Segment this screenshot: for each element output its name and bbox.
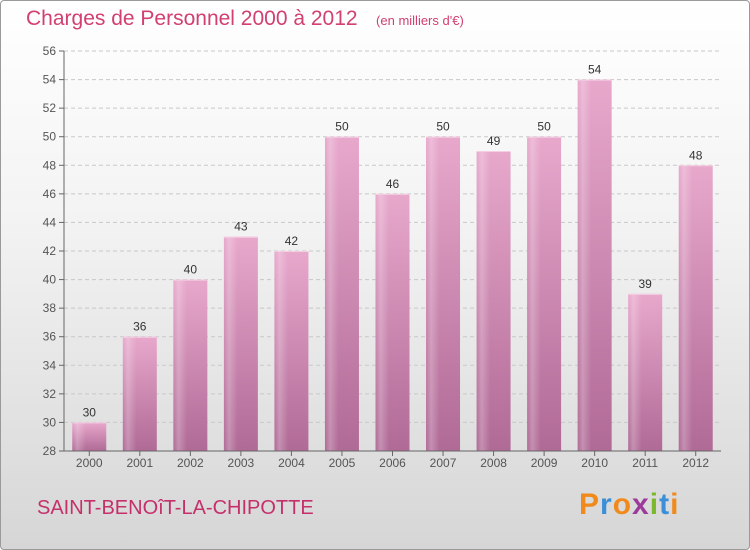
logo-letter: i bbox=[670, 488, 680, 521]
x-tick-label: 2002 bbox=[177, 456, 204, 470]
logo-letter: i bbox=[649, 488, 660, 521]
logo-letter: x bbox=[632, 488, 650, 521]
y-tick-label: 50 bbox=[43, 130, 57, 144]
proxiti-logo: Proxiti bbox=[579, 488, 679, 522]
x-tick-label: 2003 bbox=[228, 456, 255, 470]
axes: 28 30 32 34 36 38 40 42 44 46 48 50 52 54 56 bbox=[43, 44, 721, 458]
bar-highlight bbox=[173, 279, 208, 451]
y-tick-label: 30 bbox=[43, 415, 57, 429]
title-row: Charges de Personnel 2000 à 2012 (en mil… bbox=[26, 7, 464, 31]
y-tick-label: 52 bbox=[43, 101, 57, 115]
bar-highlight bbox=[527, 136, 562, 451]
y-tick-label: 38 bbox=[43, 301, 57, 315]
bar-highlight bbox=[678, 165, 713, 452]
bar-value-label: 40 bbox=[184, 263, 198, 277]
bar-highlight bbox=[274, 251, 309, 451]
x-tick-label: 2008 bbox=[480, 456, 507, 470]
bar-value-label: 50 bbox=[335, 120, 349, 134]
y-tick-label: 44 bbox=[43, 215, 57, 229]
bar-highlight bbox=[122, 336, 157, 451]
logo-letter: r bbox=[600, 488, 613, 521]
bar-highlight bbox=[223, 236, 258, 451]
bar-value-label: 43 bbox=[234, 220, 248, 234]
y-tick-label: 54 bbox=[43, 73, 57, 87]
bar-highlight bbox=[577, 79, 612, 452]
x-tick-label: 2009 bbox=[531, 456, 558, 470]
y-tick-label: 32 bbox=[43, 387, 57, 401]
x-tick-label: 2011 bbox=[632, 456, 658, 470]
bar-value-label: 39 bbox=[639, 277, 653, 291]
bar-value-label: 30 bbox=[83, 405, 97, 419]
bar-highlight bbox=[628, 293, 663, 451]
logo-letter: t bbox=[659, 488, 671, 521]
bar-highlight bbox=[426, 136, 461, 451]
chart-title: Charges de Personnel 2000 à 2012 bbox=[26, 7, 358, 30]
bar-value-label: 46 bbox=[386, 177, 400, 191]
y-tick-label: 56 bbox=[43, 44, 57, 58]
x-tick-label: 2007 bbox=[430, 456, 457, 470]
bar-value-label: 42 bbox=[285, 234, 299, 248]
logo-letter: P bbox=[579, 488, 601, 521]
bar-value-label: 49 bbox=[487, 134, 501, 148]
bar-highlight bbox=[324, 136, 359, 451]
y-tick-label: 48 bbox=[43, 158, 57, 172]
x-tick-label: 2006 bbox=[379, 456, 406, 470]
y-tick-label: 34 bbox=[43, 358, 57, 372]
bar-highlight bbox=[476, 151, 511, 451]
y-tick-label: 36 bbox=[43, 330, 57, 344]
x-tick-label: 2004 bbox=[278, 456, 305, 470]
bar-value-label: 50 bbox=[537, 120, 551, 134]
bar-highlight bbox=[72, 422, 107, 451]
bar-highlight bbox=[375, 193, 410, 451]
y-tick-label: 46 bbox=[43, 187, 57, 201]
x-tick-label: 2000 bbox=[76, 456, 103, 470]
labels: 30 2000 36 2001 40 2002 43 2003 42 2004 50 2005 46 20… bbox=[76, 63, 709, 470]
y-tick-label: 42 bbox=[43, 244, 57, 258]
bar-value-label: 50 bbox=[436, 120, 450, 134]
x-tick-label: 2012 bbox=[682, 456, 709, 470]
commune-name: SAINT-BENOîT-LA-CHIPOTTE bbox=[37, 497, 314, 519]
x-tick-label: 2005 bbox=[329, 456, 356, 470]
bar-value-label: 54 bbox=[588, 63, 602, 77]
x-tick-label: 2010 bbox=[581, 456, 608, 470]
x-tick-label: 2001 bbox=[126, 456, 153, 470]
logo-letter: o bbox=[612, 488, 633, 521]
chart-unit-note: (en milliers d'€) bbox=[376, 13, 464, 28]
bars bbox=[72, 79, 713, 452]
bar-value-label: 48 bbox=[689, 148, 703, 162]
bar-value-label: 36 bbox=[133, 320, 147, 334]
y-tick-label: 40 bbox=[43, 273, 57, 287]
y-tick-label: 28 bbox=[43, 444, 57, 458]
